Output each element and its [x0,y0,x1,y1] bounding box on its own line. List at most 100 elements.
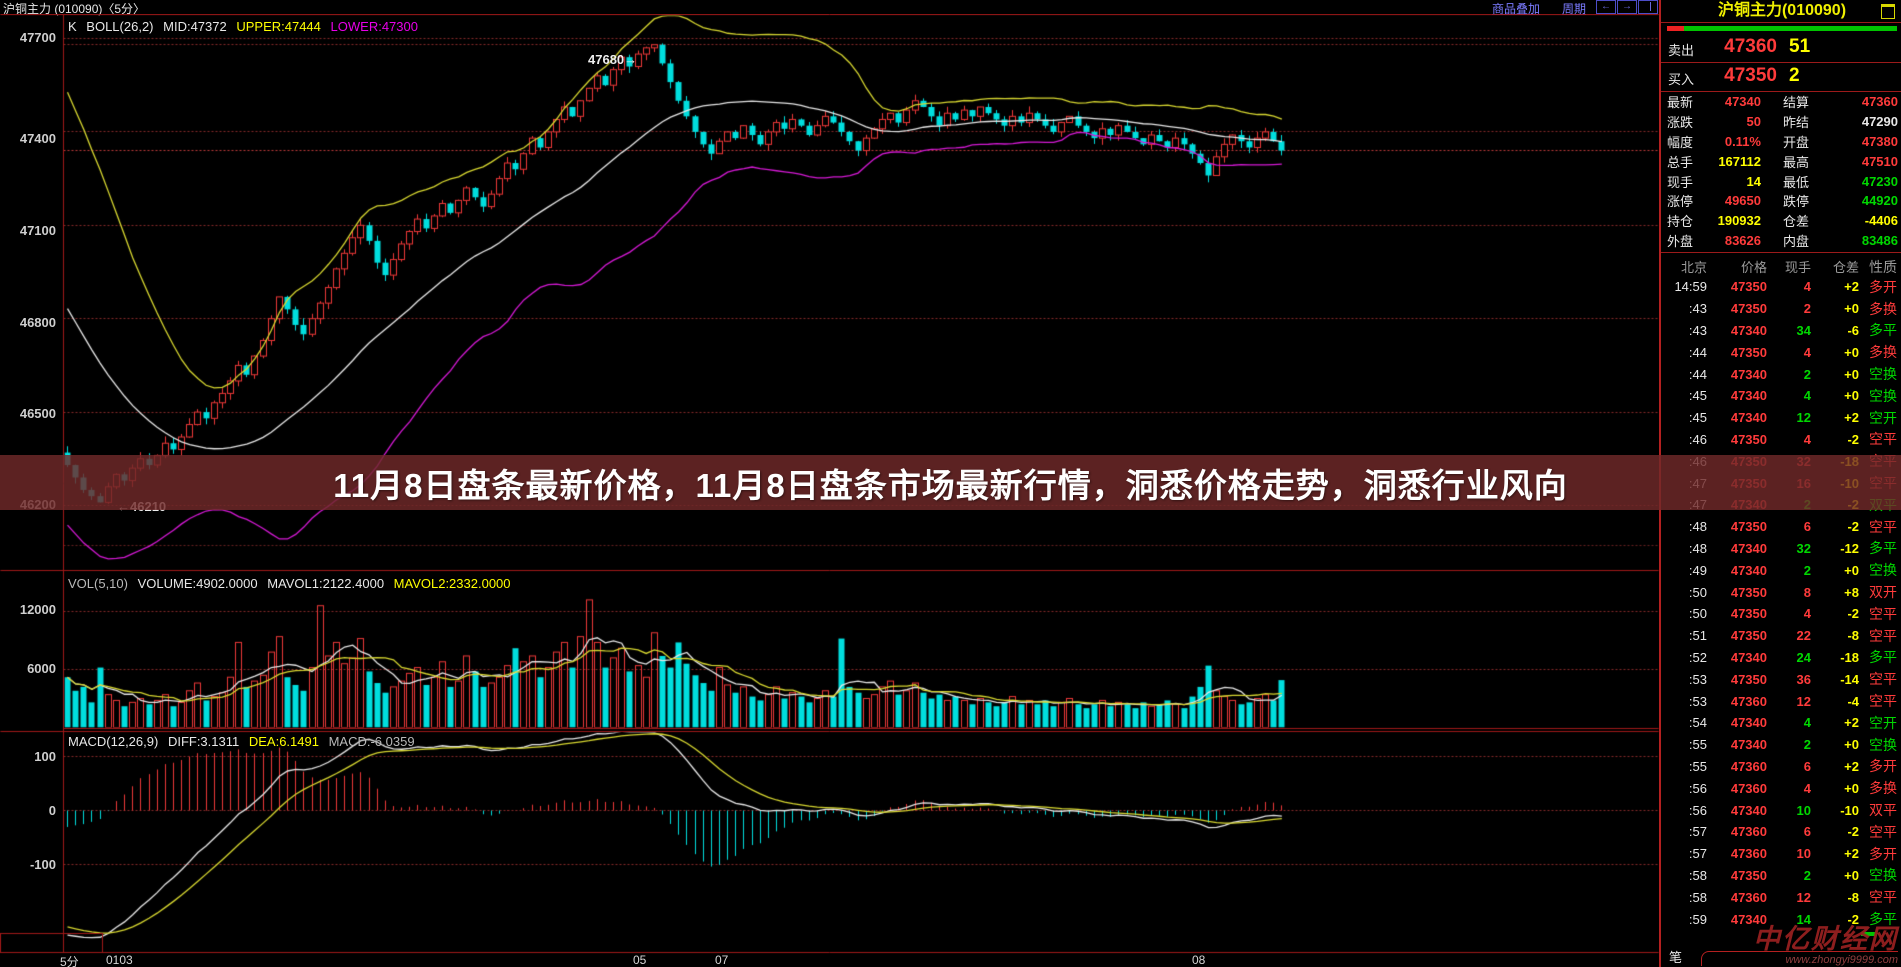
table-cell: 47340 [1730,649,1767,665]
table-cell: 47340 [1730,562,1767,578]
table-cell: +0 [1844,301,1859,317]
table-cell: +8 [1844,584,1859,600]
table-row: :51 47350 22 -8 空平 [1661,625,1901,647]
table-cell: :58 [1688,867,1707,883]
table-cell: -2 [1847,431,1859,447]
tab-chart-symbol[interactable]: 沪铜主力 (010090)〈5分〉 [3,2,146,16]
table-row: :57 47360 6 -2 空平 [1661,821,1901,843]
table-cell: 47350 [1730,431,1767,447]
trade-table-body[interactable]: 14:59 47350 4 +2 多开:43 47350 2 +0 多换:43 47340 34 -6… [1661,276,1901,930]
table-cell: 8 [1803,584,1811,600]
table-cell: 47350 [1730,301,1767,317]
table-cell: 10 [1796,802,1811,818]
stat-value: 47510 [1861,153,1898,169]
stat-label: 昨结 [1783,115,1810,131]
stat-label: 最新 [1667,95,1694,111]
price-axis-label: 46800 [19,315,56,330]
table-row: :49 47340 2 +0 空换 [1661,559,1901,581]
table-cell: +2 [1844,279,1859,295]
price-axis-label: 47700 [19,30,56,45]
table-cell: 24 [1796,649,1811,665]
table-cell: 空平 [1869,518,1897,535]
macd-diff-value: DIFF:3.1311 [167,734,240,749]
back-arrow-icon[interactable]: ← [1596,0,1616,14]
table-cell: 47340 [1730,737,1767,753]
table-row: :57 47360 10 +2 多开 [1661,843,1901,865]
table-cell: 空平 [1869,889,1897,906]
table-cell: +0 [1844,737,1859,753]
table-cell: 6 [1803,519,1811,535]
stat-value: 50 [1746,114,1761,130]
macd-dea-value: DEA:6.1491 [248,734,319,749]
table-cell: 空平 [1869,823,1897,840]
table-row: :46 47350 4 -2 空平 [1661,429,1901,451]
table-row: :48 47340 32 -12 多平 [1661,538,1901,560]
table-cell: 空平 [1869,431,1897,448]
table-cell: +2 [1844,758,1859,774]
boll-upper-value: UPPER:47444 [236,19,321,34]
watermark: 中亿财经网 www.zhongyi9999.com [1738,926,1898,966]
table-cell: 47360 [1730,758,1767,774]
table-cell: :56 [1688,802,1707,818]
table-cell: 6 [1803,758,1811,774]
table-row: :56 47340 10 -10 双平 [1661,799,1901,821]
tab-indicator [1861,932,1875,936]
table-cell: 47350 [1730,867,1767,883]
forward-arrow-icon[interactable]: → [1617,0,1637,14]
table-cell: :50 [1688,606,1707,622]
table-cell: 空换 [1869,867,1897,884]
table-cell: :43 [1688,322,1707,338]
table-cell: 47340 [1730,410,1767,426]
price-axis-label: 46500 [19,406,56,421]
bid-row: 买入 47350 2 [1661,62,1901,92]
kline-indicator-header: K BOLL(26,2) MID:47372 UPPER:47444 LOWER… [68,19,424,34]
table-cell: :44 [1688,344,1707,360]
vol-volume-value: VOLUME:4902.0000 [137,576,258,591]
table-cell: 47360 [1730,846,1767,862]
table-row: :59 47340 14 -2 多平 [1661,908,1901,930]
ask-row: 卖出 47360 51 [1661,33,1901,63]
stat-row: 外盘 83626 内盘 83486 [1661,231,1901,251]
stat-value: 83486 [1861,232,1898,248]
table-row: :55 47360 6 +2 多开 [1661,756,1901,778]
table-cell: 2 [1803,867,1811,883]
table-cell: 空平 [1869,671,1897,688]
period-tab[interactable]: 5分 [60,955,79,967]
stat-label: 幅度 [1667,134,1694,150]
table-cell: 47340 [1730,911,1767,927]
maximize-icon[interactable] [1881,4,1895,19]
table-row: :45 47340 4 +0 空换 [1661,385,1901,407]
col-header-price: 价格 [1740,260,1767,275]
stat-label: 最低 [1783,174,1810,190]
table-cell: 47340 [1730,715,1767,731]
table-cell: 47350 [1730,584,1767,600]
split-pane-icon[interactable] [1638,0,1658,14]
table-cell: 空换 [1869,562,1897,579]
boll-lower-value: LOWER:47300 [330,19,418,34]
table-cell: +2 [1844,410,1859,426]
tab-tick-detail[interactable]: 笔 [1669,950,1683,965]
table-cell: 4 [1803,780,1811,796]
table-cell: +0 [1844,388,1859,404]
overlay-link[interactable]: 商品叠加 [1492,2,1541,16]
stat-label: 涨跌 [1667,115,1694,131]
table-cell: 多换 [1869,344,1897,361]
table-cell: 多开 [1869,758,1897,775]
table-cell: 空平 [1869,693,1897,710]
table-cell: 47360 [1730,780,1767,796]
table-cell: -14 [1840,671,1859,687]
table-cell: 47340 [1730,388,1767,404]
table-cell: 47360 [1730,889,1767,905]
stat-label: 外盘 [1667,233,1694,249]
table-cell: +0 [1844,366,1859,382]
table-cell: +2 [1844,715,1859,731]
boll-mid-value: MID:47372 [163,19,227,34]
price-axis-label: 47100 [19,223,56,238]
top-bar: 沪铜主力 (010090)〈5分〉 商品叠加 周期 ← → [0,0,1659,16]
table-cell: 47350 [1730,519,1767,535]
table-cell: :54 [1688,715,1707,731]
col-header-oi-change: 仓差 [1832,260,1859,275]
period-link[interactable]: 周期 [1562,2,1587,16]
table-cell: 4 [1803,606,1811,622]
